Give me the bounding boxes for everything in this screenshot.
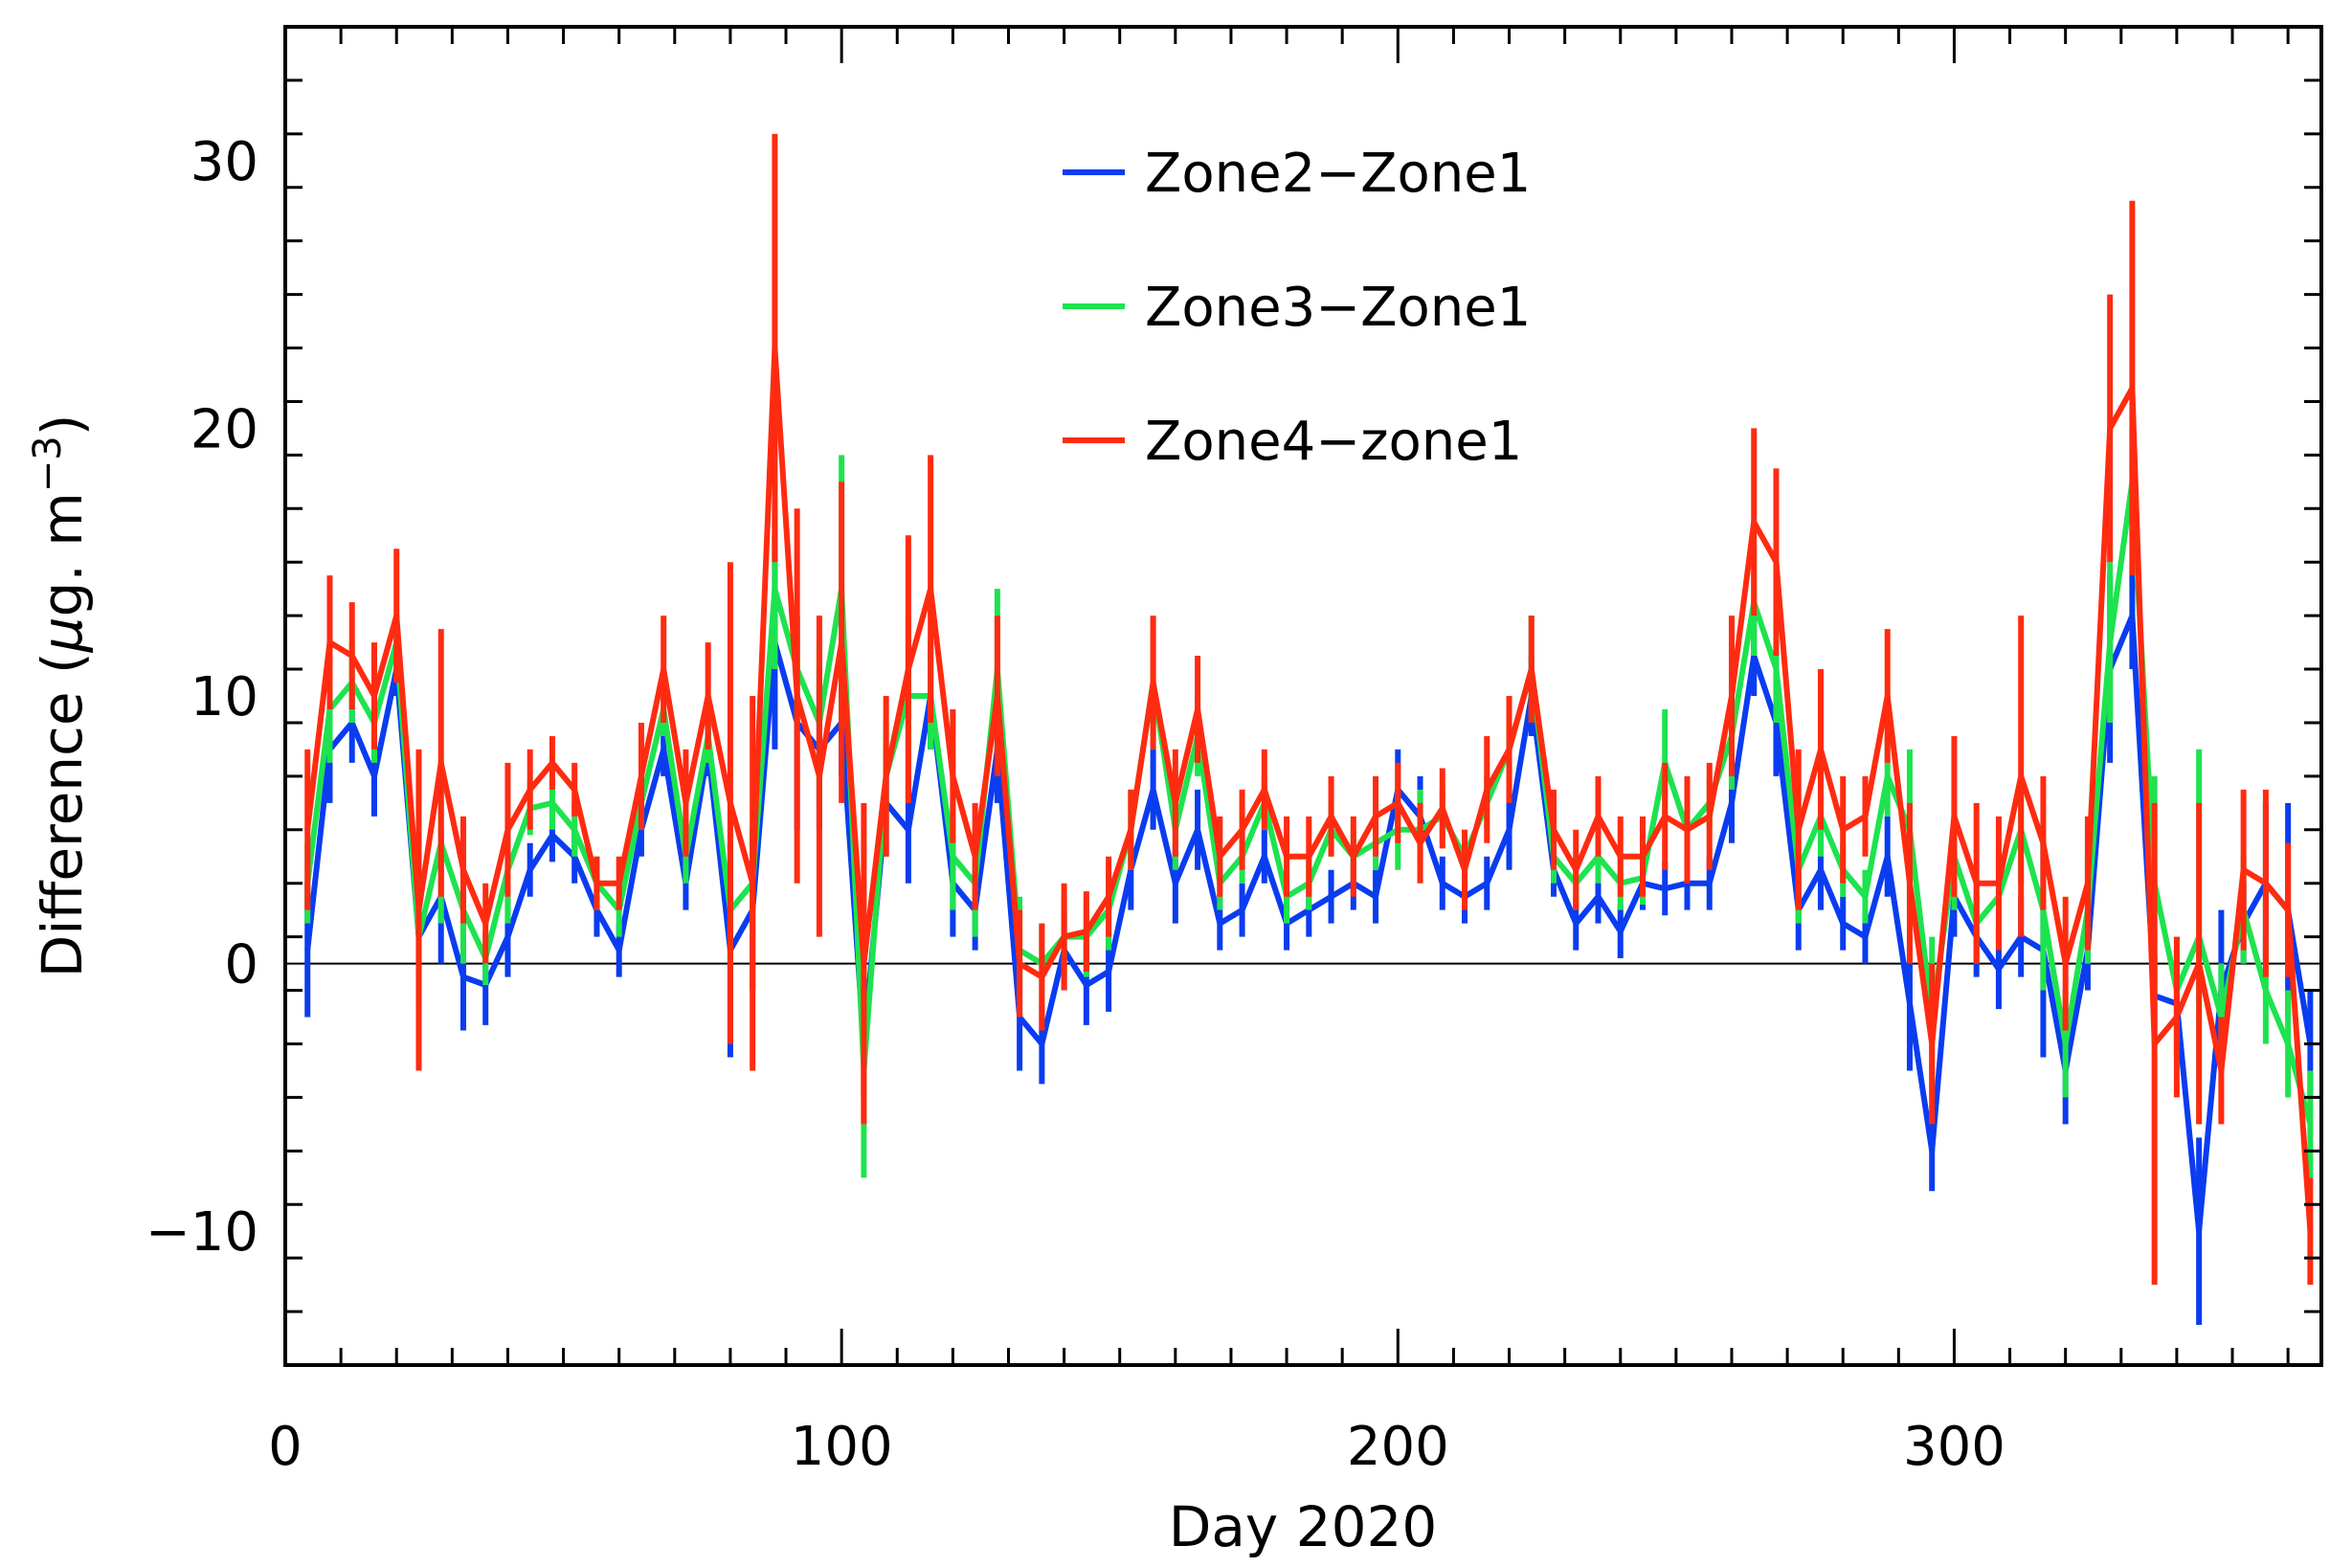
series-line — [304, 479, 2314, 1126]
plot-area — [285, 133, 2321, 1326]
x-tick-label: 300 — [1903, 1416, 2005, 1478]
x-tick-label: 200 — [1347, 1416, 1449, 1478]
x-axis-title: Day 2020 — [1169, 1494, 1438, 1559]
legend-label: Zone2−Zone1 — [1145, 143, 1531, 205]
y-axis-title-mu: μ — [30, 616, 95, 653]
series-1 — [304, 535, 2314, 1326]
legend-label: Zone3−Zone1 — [1145, 277, 1531, 339]
y-tick-label: 0 — [224, 934, 258, 997]
y-tick-label: 10 — [190, 666, 258, 728]
plot-frame — [283, 25, 2323, 1367]
series-3 — [304, 133, 2314, 1286]
axis-ticks: 0 100 200 300 −10 0 10 20 30 — [146, 25, 2321, 1478]
y-axis-title-main: Difference ( — [30, 652, 95, 977]
y-tick-label: −10 — [146, 1201, 258, 1264]
series-line — [304, 345, 2314, 1232]
y-axis-title: Difference (μg. m−3) — [26, 414, 95, 978]
legend: Zone2−Zone1 Zone3−Zone1 Zone4−zone1 — [1063, 143, 1531, 473]
x-tick-label: 0 — [268, 1416, 302, 1478]
y-axis-title-close: ) — [30, 414, 95, 437]
x-tick-label: 100 — [791, 1416, 893, 1478]
y-axis-title-units: g. m — [30, 492, 95, 616]
y-tick-label: 30 — [190, 131, 258, 193]
series-2 — [304, 428, 2314, 1178]
y-tick-label: 20 — [190, 398, 258, 460]
y-axis-title-exponent: −3 — [26, 436, 70, 492]
legend-label: Zone4−zone1 — [1145, 411, 1522, 473]
